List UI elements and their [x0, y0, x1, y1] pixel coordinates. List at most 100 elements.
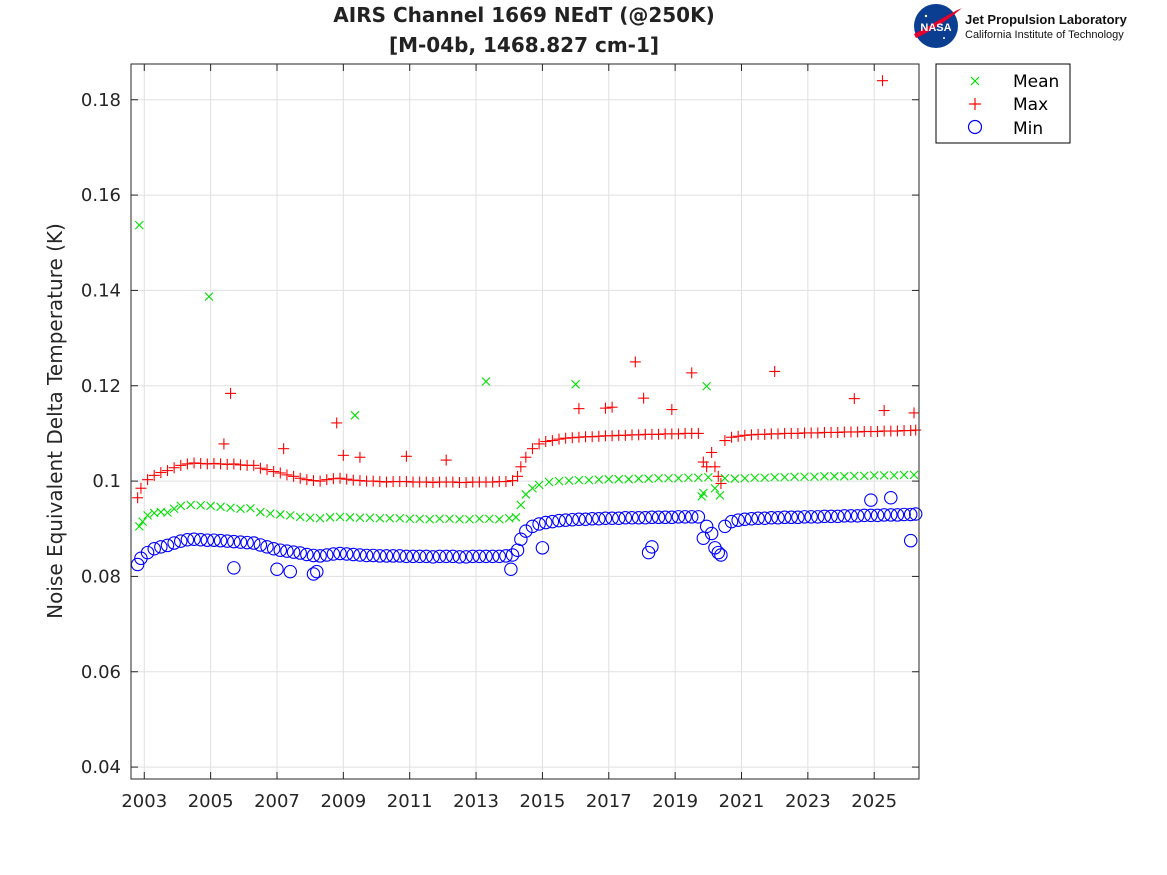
- point-stroke: [624, 474, 634, 484]
- point-stroke: [720, 473, 730, 483]
- point-min: [320, 548, 334, 562]
- point-mean: [226, 503, 235, 513]
- point-max: [709, 461, 721, 473]
- point-min: [850, 509, 865, 523]
- point-min: [266, 542, 281, 556]
- point-min: [731, 513, 745, 527]
- point-max: [218, 438, 230, 450]
- point-max: [546, 435, 558, 447]
- point-stroke: [800, 472, 809, 482]
- point-min: [406, 549, 420, 564]
- point-mean: [849, 471, 859, 481]
- point-max: [732, 430, 744, 442]
- point-max: [281, 469, 293, 481]
- legend-marker-min: [967, 119, 983, 135]
- y-tick-label: 0.14: [81, 280, 121, 301]
- point-max: [573, 403, 585, 415]
- point-stroke: [544, 477, 554, 487]
- point-stroke: [216, 502, 225, 512]
- point-min: [592, 511, 606, 526]
- point-mean: [143, 511, 152, 520]
- point-max: [877, 75, 889, 87]
- point-min: [714, 548, 728, 562]
- point-stroke: [265, 509, 275, 518]
- point-stroke: [405, 514, 415, 524]
- point-mean: [425, 514, 434, 524]
- point-max: [288, 470, 300, 482]
- point-max: [254, 462, 266, 474]
- point-max: [261, 464, 273, 476]
- point-max: [629, 356, 641, 368]
- point-max: [533, 438, 545, 450]
- point-mean: [869, 470, 879, 480]
- point-stroke: [445, 514, 454, 524]
- x-tick-label: 2003: [121, 791, 167, 812]
- point-stroke: [730, 474, 740, 484]
- point-stroke: [859, 471, 869, 481]
- point-max: [175, 459, 187, 471]
- point-max: [715, 477, 727, 489]
- legend-box: [935, 63, 1071, 144]
- point-stroke: [169, 504, 179, 514]
- point-min: [764, 511, 779, 525]
- point-mean: [674, 473, 683, 483]
- point-min: [658, 510, 672, 525]
- point-stroke: [684, 473, 693, 483]
- y-axis-ticks: 0.04 0.06 0.08 0.1 0.12 0.14 0.16 0.18: [81, 90, 919, 778]
- point-mean: [345, 512, 355, 522]
- series-max: [132, 75, 922, 504]
- point-min: [167, 536, 181, 550]
- point-max: [526, 443, 538, 455]
- point-min: [651, 510, 666, 525]
- point-mean: [169, 504, 179, 514]
- point-mean: [176, 501, 186, 511]
- point-mean: [594, 475, 604, 485]
- point-stroke: [355, 513, 365, 523]
- point-min: [585, 511, 599, 526]
- point-stroke: [760, 473, 770, 483]
- legend-label-min: Min: [1013, 119, 1043, 139]
- point-mean: [614, 474, 624, 484]
- point-mean: [859, 471, 869, 481]
- point-stroke: [156, 507, 166, 517]
- point-stroke: [186, 500, 196, 510]
- point-mean: [405, 514, 415, 524]
- y-tick-label: 0.06: [81, 662, 121, 683]
- point-mean: [584, 475, 594, 485]
- point-min: [386, 549, 400, 563]
- point-mean: [544, 477, 554, 487]
- point-min: [399, 549, 414, 564]
- point-min: [180, 532, 195, 547]
- point-max: [500, 476, 512, 488]
- point-mean: [715, 490, 725, 500]
- point-stroke: [465, 514, 474, 524]
- point-min: [890, 508, 905, 522]
- point-min: [479, 549, 493, 564]
- point-stroke: [820, 471, 829, 481]
- point-mean: [134, 521, 144, 531]
- point-max: [686, 367, 698, 379]
- point-stroke: [285, 511, 295, 520]
- point-max: [400, 450, 412, 462]
- point-min: [558, 513, 573, 527]
- point-max: [321, 474, 333, 486]
- point-mean: [275, 510, 285, 519]
- point-min: [598, 511, 613, 526]
- point-mean: [285, 511, 295, 520]
- point-mean: [484, 514, 494, 524]
- point-mean: [730, 474, 740, 484]
- point-max: [228, 458, 240, 470]
- point-min: [187, 532, 201, 546]
- jpl-logo: NASA Jet Propulsion Laboratory Californi…: [914, 4, 1128, 48]
- point-stroke: [395, 513, 405, 523]
- point-stroke: [889, 470, 899, 480]
- point-stroke: [715, 490, 725, 500]
- point-min: [572, 512, 586, 526]
- point-min: [193, 532, 208, 547]
- point-max: [142, 474, 154, 486]
- point-min: [492, 549, 507, 564]
- point-min: [233, 535, 248, 549]
- point-max: [848, 393, 860, 405]
- jpl-subtitle: California Institute of Technology: [965, 29, 1124, 41]
- point-mean: [830, 471, 839, 481]
